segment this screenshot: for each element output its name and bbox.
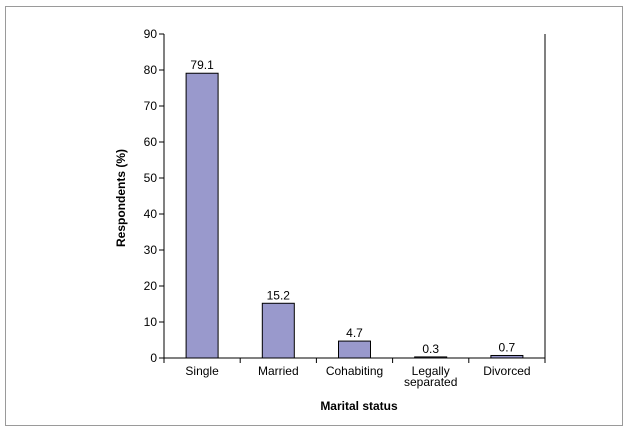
bar — [261, 302, 295, 359]
y-axis-title: Respondents (%) — [114, 149, 128, 247]
x-category-label: Legally separated — [404, 364, 457, 389]
bar-value-label: 0.3 — [422, 342, 439, 356]
bar-value-label: 15.2 — [267, 288, 291, 302]
y-tick-label: 10 — [144, 315, 158, 329]
y-tick-label: 50 — [144, 171, 158, 185]
x-category-label-line: Cohabiting — [326, 364, 383, 378]
x-category-label-line: separated — [404, 375, 457, 389]
x-category-label: Single — [185, 364, 219, 378]
y-tick-label: 70 — [144, 99, 158, 113]
y-tick-label: 30 — [144, 243, 158, 257]
y-tick-label: 40 — [144, 207, 158, 221]
x-category-label: Divorced — [483, 364, 530, 378]
bar — [185, 72, 219, 359]
bar-value-label: 4.7 — [346, 326, 363, 340]
x-category-label: Cohabiting — [326, 364, 383, 378]
y-tick-label: 90 — [144, 27, 158, 41]
bar-value-label: 79.1 — [190, 58, 214, 72]
bar-chart: Respondents (%) Marital status 0 10 20 30 40… — [114, 27, 546, 412]
bar-value-label: 0.7 — [499, 340, 516, 354]
x-category-label: Married — [258, 364, 299, 378]
x-axis-title: Marital status — [320, 399, 398, 412]
bar — [490, 354, 524, 359]
x-category-label-line: Married — [258, 364, 299, 378]
y-tick-label: 80 — [144, 63, 158, 77]
bar — [338, 340, 371, 359]
x-category-label-line: Single — [185, 364, 219, 378]
bar — [414, 356, 448, 359]
y-tick-label: 60 — [144, 135, 158, 149]
x-category-label-line: Divorced — [483, 364, 530, 378]
y-tick-label: 0 — [150, 351, 157, 365]
x-category-label-line: Legally — [412, 364, 450, 378]
y-tick-label: 20 — [144, 279, 158, 293]
